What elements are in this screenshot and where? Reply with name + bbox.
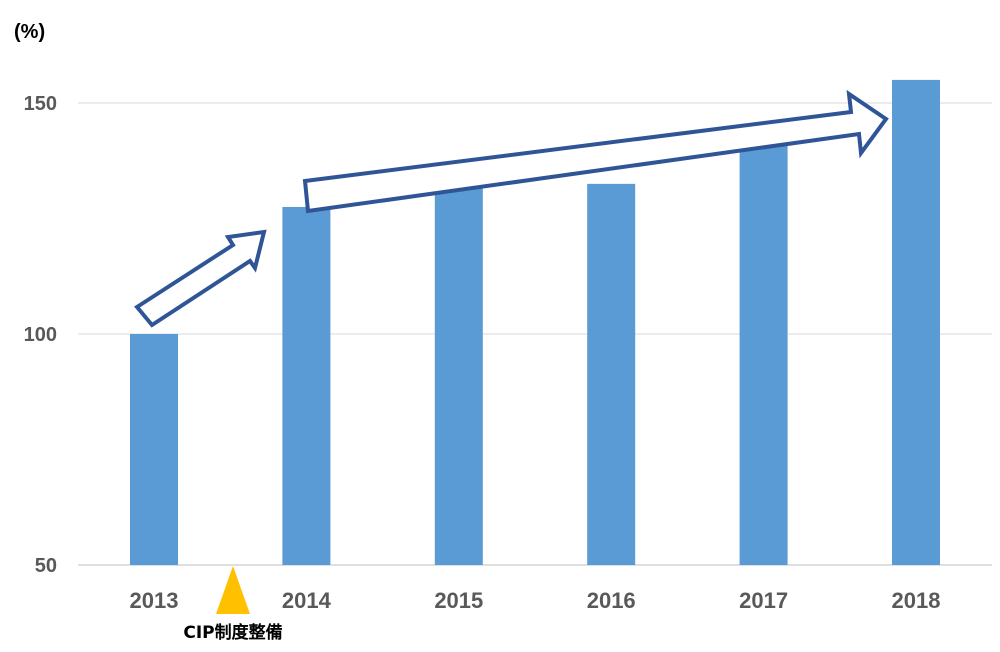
x-tick-label: 2013 [130, 588, 179, 613]
gridlines [78, 102, 992, 566]
bar-2017 [739, 135, 788, 565]
arrow-long [302, 89, 889, 214]
bar-2015 [434, 174, 483, 566]
x-axis-ticks: 2013 2014 2015 2016 2017 2018 [130, 588, 941, 613]
y-tick-label: 100 [24, 324, 57, 346]
arrow-short [134, 229, 267, 328]
x-tick-label: 2018 [892, 588, 941, 613]
x-tick-label: 2016 [587, 588, 636, 613]
annotation-label: CIP制度整備 [183, 622, 282, 643]
annotation-triangle-marker [216, 566, 250, 614]
bar-2013 [130, 334, 178, 565]
bars [130, 79, 940, 566]
bar-2014 [282, 206, 331, 565]
y-axis-ticks: 50 100 150 [24, 93, 57, 577]
y-tick-label: 150 [24, 93, 57, 115]
x-tick-label: 2014 [282, 588, 332, 613]
y-axis-unit-label: (%) [14, 21, 45, 43]
x-tick-label: 2017 [739, 588, 788, 613]
x-tick-label: 2015 [434, 588, 483, 613]
y-tick-label: 50 [35, 555, 57, 577]
bar-2018 [892, 79, 940, 566]
bar-2016 [587, 183, 636, 565]
